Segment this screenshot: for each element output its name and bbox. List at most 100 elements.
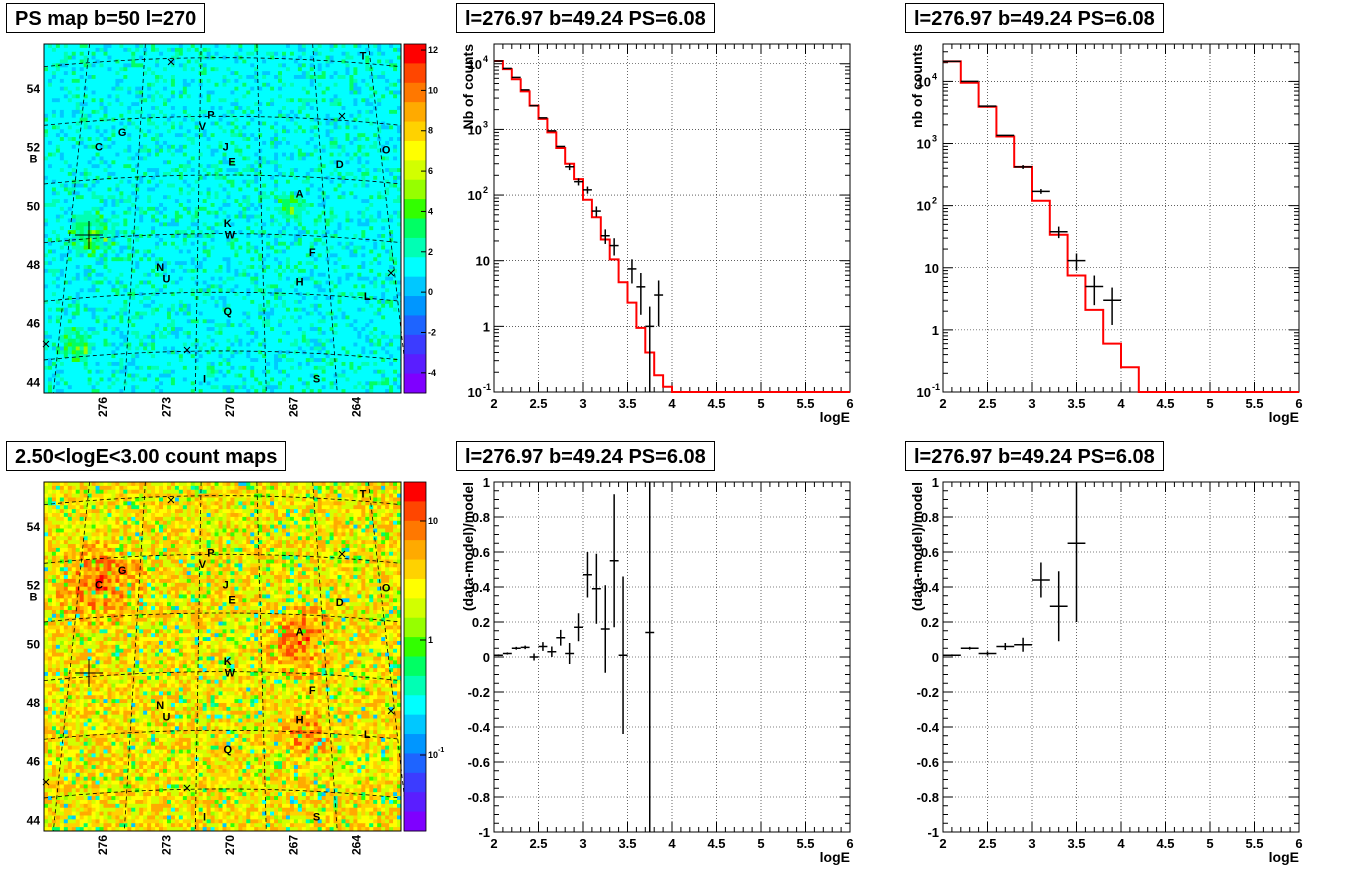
map-pixel [178, 249, 184, 254]
map-pixel [397, 191, 402, 196]
map-pixel [95, 214, 100, 219]
map-pixel [234, 71, 239, 76]
map-pixel [202, 171, 208, 177]
map-pixel [274, 113, 279, 119]
map-pixel [333, 191, 338, 196]
map-pixel [91, 160, 96, 165]
map-pixel [266, 214, 271, 219]
map-pixel [397, 144, 402, 150]
map-pixel [119, 71, 124, 76]
map-pixel [135, 164, 140, 169]
map-pixel [119, 202, 124, 208]
map-pixel [397, 230, 402, 235]
map-pixel [178, 67, 184, 72]
map-pixel [301, 234, 307, 239]
map-pixel [242, 171, 247, 177]
map-pixel [317, 117, 323, 122]
map-pixel [325, 179, 330, 184]
map-pixel [393, 234, 398, 239]
map-pixel [230, 237, 235, 243]
map-pixel [163, 195, 168, 200]
map-pixel [91, 51, 96, 57]
map-pixel [349, 237, 354, 243]
map-pixel [83, 125, 89, 130]
map-pixel [198, 137, 204, 142]
map-pixel [258, 226, 263, 231]
map-pixel [353, 237, 358, 243]
map-pixel [285, 199, 291, 204]
map-pixel [75, 210, 81, 216]
map-pixel [87, 98, 92, 103]
map-pixel [297, 241, 303, 247]
map-pixel [103, 214, 108, 219]
map-pixel [369, 206, 374, 212]
map-pixel [230, 234, 235, 239]
map-pixel [381, 94, 386, 99]
map-pixel [190, 171, 196, 177]
map-pixel [75, 164, 81, 169]
map-pixel [278, 106, 283, 111]
map-pixel [210, 257, 215, 262]
map-pixel [381, 144, 386, 150]
map-pixel [198, 171, 204, 177]
map-pixel [143, 218, 148, 223]
map-pixel [373, 230, 378, 235]
map-pixel [266, 75, 271, 80]
map-pixel [222, 152, 227, 157]
map-pixel [131, 44, 136, 49]
map-pixel [305, 187, 311, 192]
map-pixel [87, 175, 92, 181]
map-pixel [289, 237, 295, 243]
map-pixel [123, 121, 128, 126]
map-pixel [91, 129, 96, 134]
map-pixel [174, 214, 180, 219]
map-pixel [305, 210, 311, 216]
map-pixel [131, 113, 136, 119]
map-pixel [47, 71, 53, 76]
map-pixel [67, 249, 73, 254]
map-pixel [289, 234, 295, 239]
map-pixel [63, 137, 69, 142]
map-pixel [131, 86, 136, 91]
map-pixel [325, 55, 330, 60]
map-pixel [166, 82, 172, 88]
map-pixel [282, 98, 287, 103]
map-pixel [353, 179, 358, 184]
map-pixel [83, 191, 89, 196]
map-pixel [51, 133, 57, 138]
map-pixel [99, 102, 104, 107]
map-pixel [266, 195, 271, 200]
map-pixel [250, 187, 255, 192]
map-pixel [63, 148, 69, 153]
map-pixel [174, 67, 180, 72]
map-pixel [103, 175, 108, 181]
map-pixel [91, 183, 96, 188]
map-pixel [222, 78, 227, 84]
map-pixel [214, 98, 219, 103]
map-pixel [361, 82, 366, 88]
map-pixel [222, 51, 227, 57]
map-pixel [115, 160, 120, 165]
map-pixel [127, 191, 132, 196]
map-pixel [278, 102, 283, 107]
map-pixel [397, 90, 402, 95]
map-pixel [282, 144, 287, 150]
map-pixel [67, 106, 73, 111]
map-pixel [198, 245, 204, 250]
map-pixel [182, 245, 188, 250]
map-pixel [301, 156, 307, 161]
map-pixel [270, 164, 275, 169]
map-pixel [139, 168, 144, 173]
map-pixel [79, 133, 85, 138]
map-pixel [246, 59, 251, 64]
map-pixel [51, 245, 57, 250]
map-pixel [127, 241, 132, 247]
map-pixel [309, 140, 315, 146]
map-pixel [345, 102, 350, 107]
map-pixel [254, 226, 259, 231]
map-pixel [389, 179, 394, 184]
map-pixel [131, 195, 136, 200]
map-pixel [135, 191, 140, 196]
map-pixel [377, 129, 382, 134]
map-pixel [325, 222, 330, 227]
